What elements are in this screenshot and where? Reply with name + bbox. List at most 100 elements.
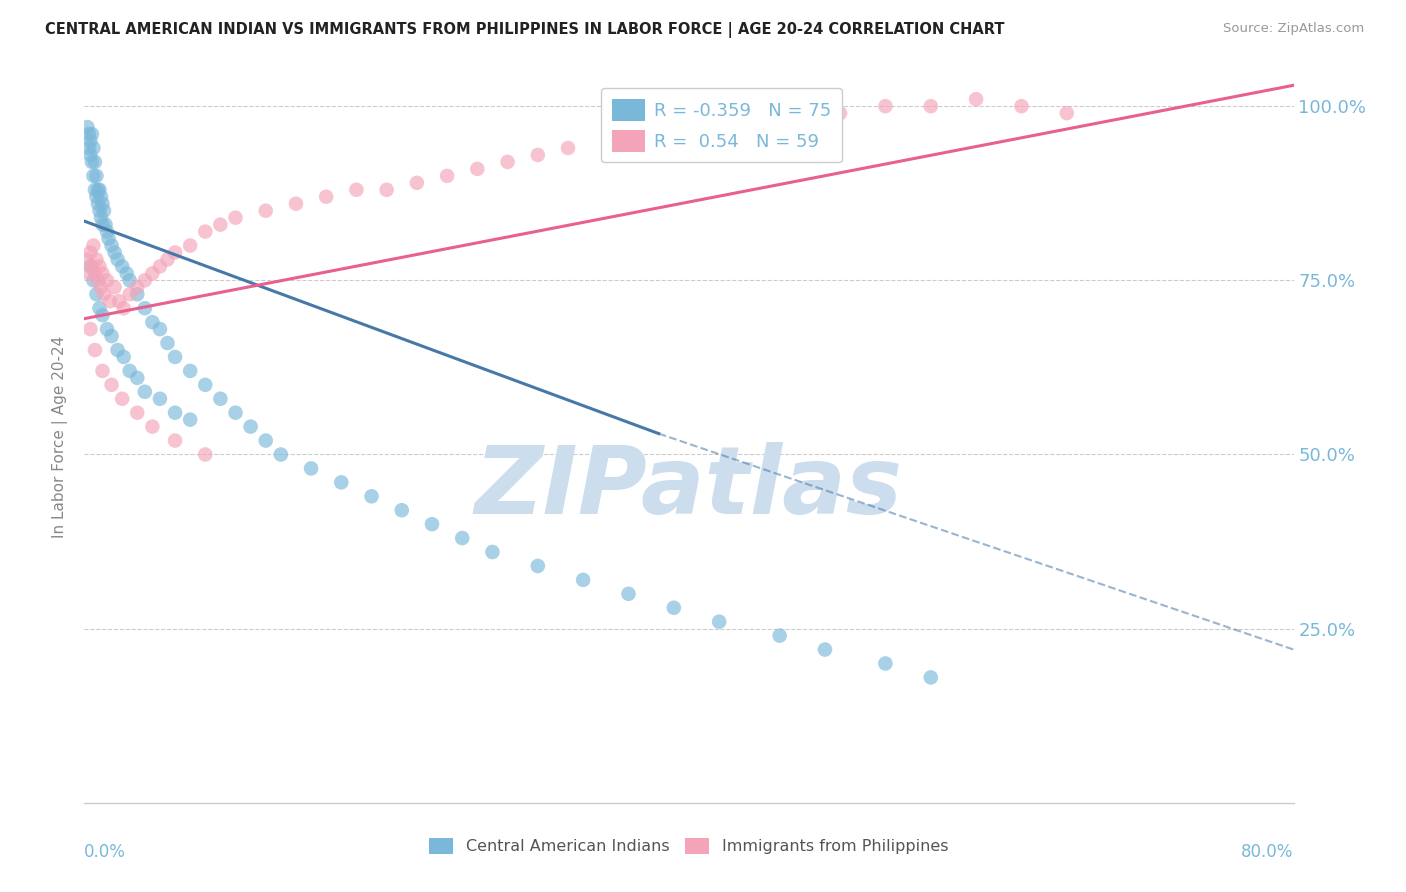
- Point: [127, 280, 149, 294]
- Point: [225, 211, 247, 225]
- Point: [134, 384, 156, 399]
- Point: [79, 148, 101, 162]
- Point: [84, 183, 107, 197]
- Point: [141, 419, 163, 434]
- Point: [93, 287, 115, 301]
- Point: [738, 120, 761, 134]
- Point: [108, 294, 131, 309]
- Point: [149, 260, 172, 274]
- Point: [84, 266, 107, 280]
- Point: [875, 99, 897, 113]
- Point: [82, 273, 104, 287]
- Text: Source: ZipAtlas.com: Source: ZipAtlas.com: [1223, 22, 1364, 36]
- Point: [254, 203, 277, 218]
- Text: CENTRAL AMERICAN INDIAN VS IMMIGRANTS FROM PHILIPPINES IN LABOR FORCE | AGE 20-2: CENTRAL AMERICAN INDIAN VS IMMIGRANTS FR…: [45, 22, 1004, 38]
- Point: [875, 657, 897, 671]
- Point: [112, 350, 135, 364]
- Point: [80, 127, 103, 141]
- Point: [299, 461, 322, 475]
- Point: [77, 127, 100, 141]
- Point: [149, 392, 172, 406]
- Point: [420, 517, 443, 532]
- Point: [111, 260, 134, 274]
- Point: [254, 434, 277, 448]
- Point: [100, 238, 122, 252]
- Point: [91, 308, 114, 322]
- Point: [87, 196, 110, 211]
- Point: [617, 587, 640, 601]
- Point: [391, 503, 413, 517]
- Point: [149, 322, 172, 336]
- Point: [602, 134, 624, 148]
- Point: [648, 127, 671, 141]
- Point: [94, 218, 117, 232]
- Point: [76, 120, 98, 134]
- Point: [709, 615, 731, 629]
- Point: [89, 301, 111, 316]
- Point: [77, 141, 100, 155]
- Point: [91, 364, 114, 378]
- Point: [89, 203, 111, 218]
- Point: [481, 545, 503, 559]
- Point: [79, 322, 101, 336]
- Point: [104, 245, 127, 260]
- Point: [270, 448, 292, 462]
- Text: 80.0%: 80.0%: [1241, 843, 1294, 861]
- Point: [118, 364, 141, 378]
- Point: [360, 489, 382, 503]
- Point: [77, 266, 100, 280]
- Point: [814, 642, 837, 657]
- Point: [194, 448, 217, 462]
- Point: [527, 148, 550, 162]
- Point: [209, 218, 232, 232]
- Point: [104, 280, 127, 294]
- Point: [346, 183, 368, 197]
- Point: [920, 99, 942, 113]
- Point: [89, 183, 111, 197]
- Point: [115, 266, 138, 280]
- Point: [86, 190, 108, 204]
- Point: [165, 245, 187, 260]
- Point: [194, 225, 217, 239]
- Point: [96, 273, 118, 287]
- Point: [179, 364, 201, 378]
- Point: [467, 161, 489, 176]
- Point: [127, 371, 149, 385]
- Point: [76, 252, 98, 267]
- Point: [96, 225, 118, 239]
- Point: [100, 377, 122, 392]
- Point: [285, 196, 308, 211]
- Legend: Central American Indians, Immigrants from Philippines: Central American Indians, Immigrants fro…: [423, 831, 955, 861]
- Point: [79, 260, 101, 274]
- Point: [96, 322, 118, 336]
- Point: [330, 475, 353, 490]
- Point: [209, 392, 232, 406]
- Point: [118, 287, 141, 301]
- Point: [141, 266, 163, 280]
- Point: [100, 329, 122, 343]
- Point: [165, 350, 187, 364]
- Text: ZIPatlas: ZIPatlas: [475, 442, 903, 534]
- Point: [79, 134, 101, 148]
- Point: [82, 238, 104, 252]
- Point: [920, 670, 942, 684]
- Point: [769, 629, 792, 643]
- Point: [84, 343, 107, 357]
- Point: [662, 600, 685, 615]
- Point: [86, 287, 108, 301]
- Point: [406, 176, 429, 190]
- Point: [90, 211, 112, 225]
- Point: [165, 434, 187, 448]
- Point: [179, 412, 201, 426]
- Point: [87, 273, 110, 287]
- Point: [86, 252, 108, 267]
- Point: [436, 169, 458, 183]
- Point: [86, 169, 108, 183]
- Point: [141, 315, 163, 329]
- Text: 0.0%: 0.0%: [84, 843, 127, 861]
- Point: [80, 155, 103, 169]
- Point: [97, 231, 120, 245]
- Point: [156, 336, 179, 351]
- Point: [90, 280, 112, 294]
- Point: [451, 531, 474, 545]
